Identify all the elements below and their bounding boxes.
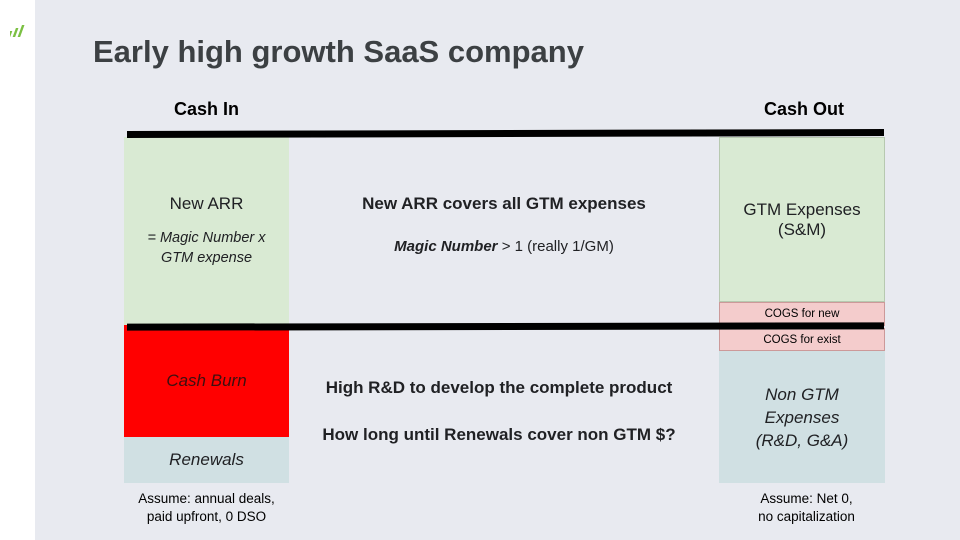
logo-icon [10, 25, 25, 37]
gtm-expenses-box: GTM Expenses (S&M) [719, 137, 885, 302]
magic-number-line: Magic Number > 1 (really 1/GM) [289, 238, 719, 255]
gtm-expenses-line1: GTM Expenses [743, 199, 861, 219]
cash-out-assumption: Assume: Net 0, no capitalization [719, 490, 894, 526]
cash-out-note-line2: no capitalization [758, 509, 855, 524]
non-gtm-box: Non GTM Expenses (R&D, G&A) [719, 351, 885, 483]
new-arr-box: New ARR = Magic Number x GTM expense [124, 137, 289, 325]
non-gtm-line2: Expenses [764, 407, 840, 427]
gtm-coverage-statement: New ARR covers all GTM expenses [362, 194, 646, 213]
gtm-expenses-line2: (S&M) [777, 219, 827, 239]
renewals-box: Renewals [124, 437, 289, 483]
renewals-label: Renewals [169, 450, 244, 469]
cash-burn-label: Cash Burn [166, 371, 247, 390]
rd-statement: High R&D to develop the complete product [325, 378, 673, 397]
cogs-new-label: COGS for new [764, 308, 840, 320]
magic-number-term: Magic Number [394, 238, 498, 255]
cogs-exist-label: COGS for exist [763, 333, 841, 346]
cash-out-note-line1: Assume: Net 0, [760, 491, 853, 506]
new-arr-label: New ARR [169, 194, 244, 213]
new-arr-formula-line2: GTM expense [160, 250, 253, 266]
cash-burn-box: Cash Burn [124, 325, 289, 437]
cash-in-note-line2: paid upfront, 0 DSO [146, 509, 267, 524]
cash-out-heading: Cash Out [764, 99, 845, 119]
cogs-exist-box: COGS for exist [719, 328, 885, 351]
middle-divider-bar [126, 322, 885, 331]
cogs-new-box: COGS for new [719, 302, 885, 326]
cash-in-note-line1: Assume: annual deals, [138, 491, 275, 506]
magic-number-condition: > 1 (really 1/GM) [497, 238, 614, 255]
page-title: Early high growth SaaS company [93, 34, 584, 69]
cash-in-heading: Cash In [174, 99, 240, 119]
non-gtm-line1: Non GTM [765, 384, 839, 404]
renewals-question: How long until Renewals cover non GTM $? [322, 425, 676, 444]
non-gtm-line3: (R&D, G&A) [755, 430, 849, 450]
new-arr-formula-line1: = Magic Number x [147, 230, 266, 246]
cash-in-assumption: Assume: annual deals, paid upfront, 0 DS… [124, 490, 289, 526]
